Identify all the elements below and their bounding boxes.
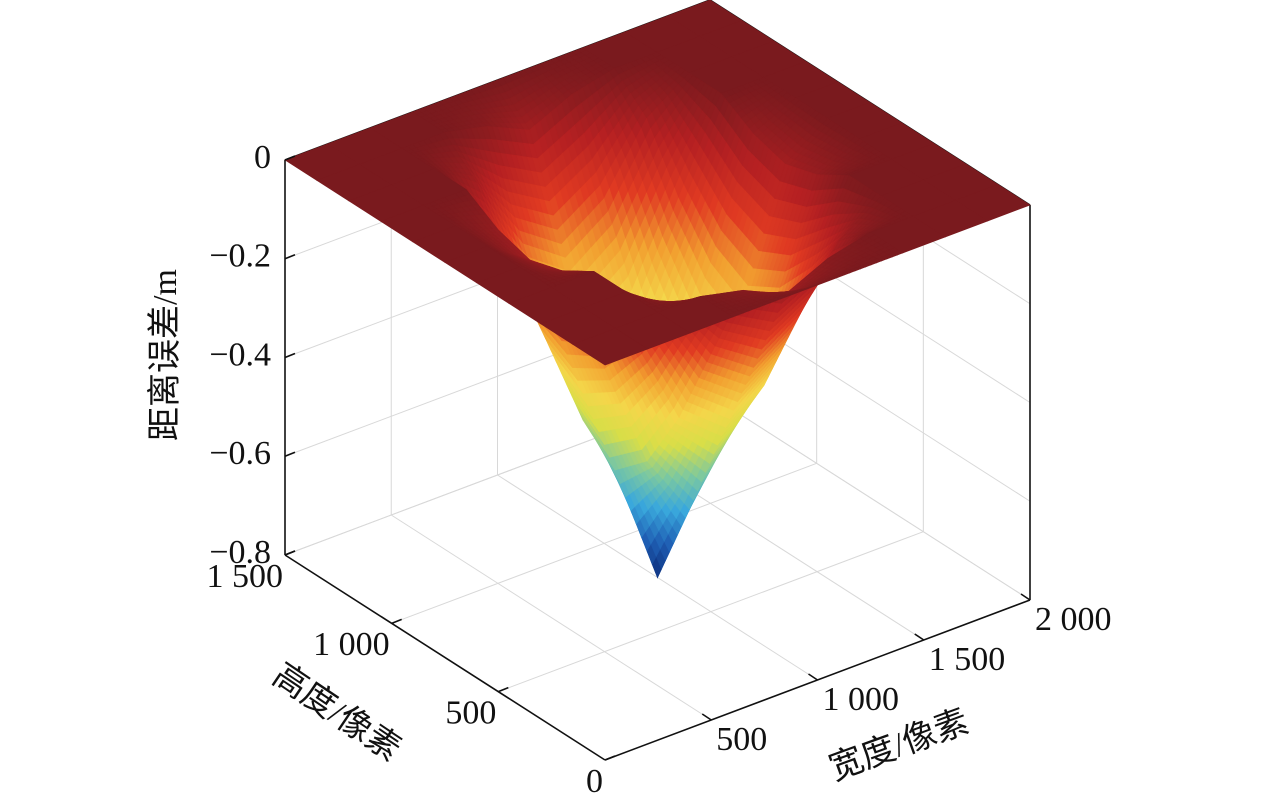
y-tick-label: 0 [586,763,603,797]
y-tick-label: 500 [445,694,496,731]
y-tick-label: 1 000 [313,626,390,663]
x-tick [808,673,818,681]
grid-line [390,514,712,721]
x-tick [1020,593,1031,601]
z-tick [284,352,296,359]
grid-line [498,531,924,693]
x-tick-label: 1 500 [929,641,1006,678]
x-tick [914,633,925,641]
x-tick-label: 500 [716,721,767,758]
y-tick [604,755,616,761]
x-tick [701,713,712,721]
y-tick [284,550,296,556]
y-tick [498,686,509,693]
y-tick-label: 1 500 [207,558,284,595]
grid-line [391,462,817,624]
z-tick-label: −0.4 [209,336,271,373]
grid-line [709,394,1031,601]
z-tick [284,254,296,260]
axis-edge [284,554,606,761]
z-tick-label: −0.2 [209,238,271,275]
y-tick [391,618,402,625]
z-axis-title: 距离误差/m [146,269,184,441]
z-tick [284,451,296,457]
y-axis-title: 高度/像素 [266,656,408,769]
surface [284,0,1031,579]
x-tick-label: 2 000 [1035,601,1112,638]
z-tick-label: 0 [254,139,271,176]
x-tick-label: 1 000 [823,681,900,718]
z-tick-label: −0.6 [209,435,271,472]
